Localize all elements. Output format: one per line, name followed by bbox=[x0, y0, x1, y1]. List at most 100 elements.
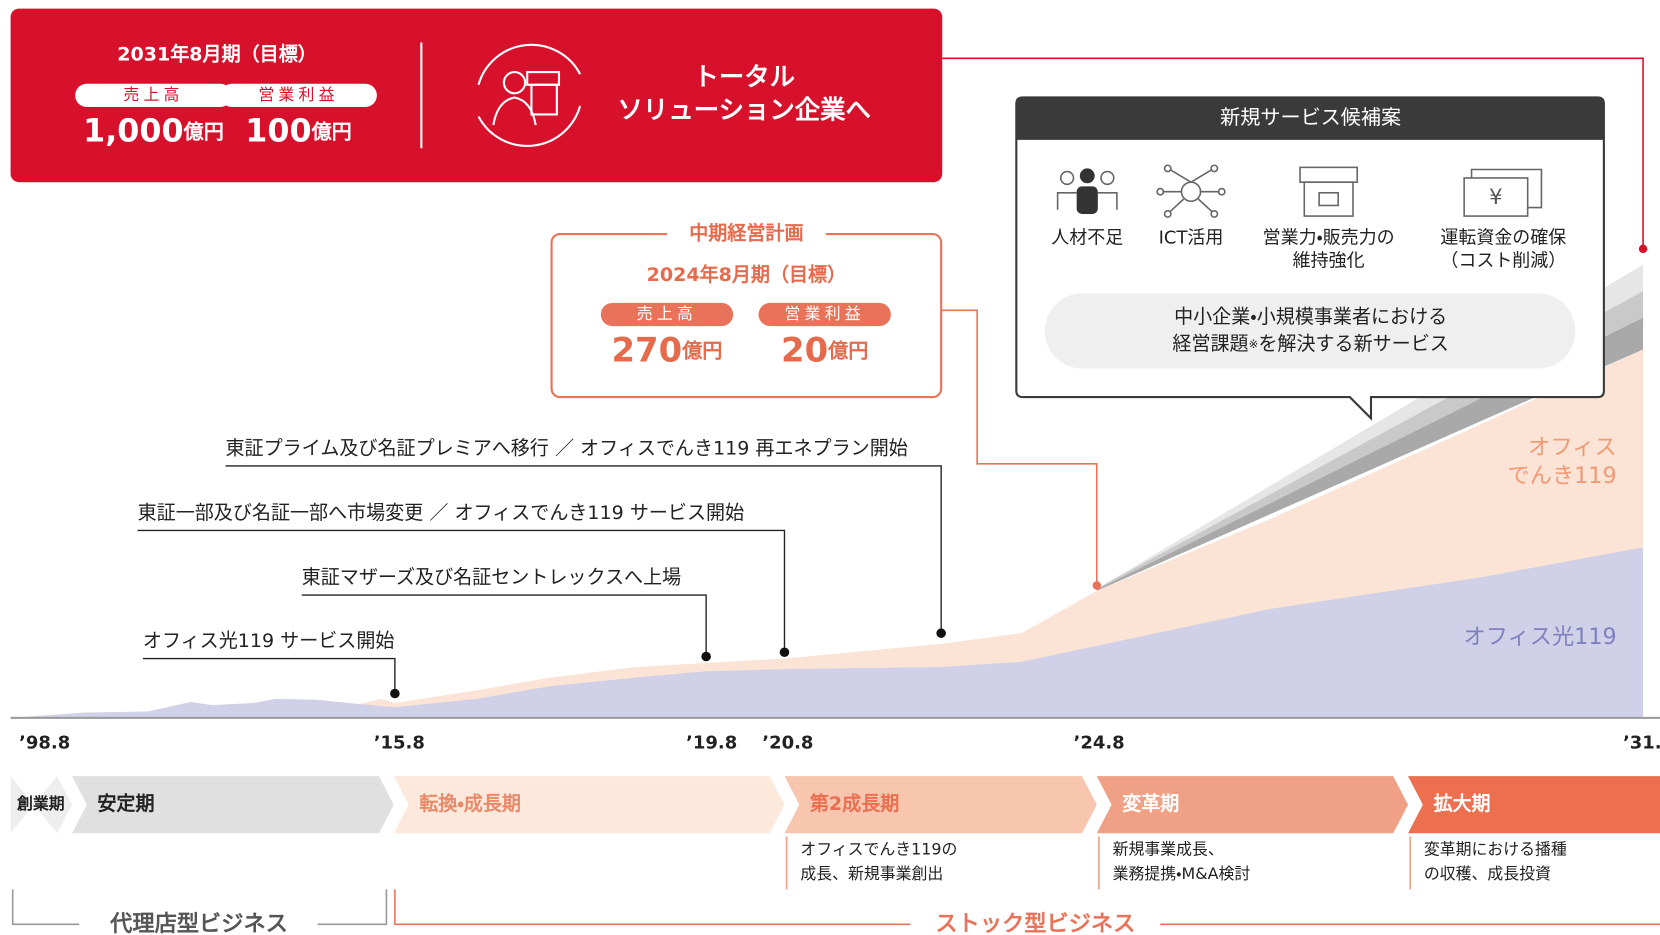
hikari-area bbox=[10, 547, 1644, 718]
phase-chevron bbox=[1408, 776, 1660, 834]
phase-name: 創業期 bbox=[16, 794, 65, 813]
milestone-dot bbox=[701, 651, 711, 662]
new-services-box: 新規サービス候補案 ¥ 中小企業・小規模事業者における 経営課題※を解決する新サ… bbox=[1015, 96, 1605, 421]
figure-value: 100億円 bbox=[245, 113, 352, 149]
figure-unit: 億円 bbox=[183, 119, 224, 143]
connector bbox=[941, 309, 1098, 586]
summary-pill bbox=[1044, 293, 1576, 369]
goal-box: 2031年8月期（目標） トータル ソリューション企業へ bbox=[10, 8, 943, 183]
bracket-gap bbox=[910, 910, 1161, 935]
phase-desc: 変革期における播種 bbox=[1424, 840, 1567, 859]
milestone-leader bbox=[225, 465, 942, 634]
label-pill bbox=[220, 83, 377, 108]
bracket bbox=[394, 889, 1660, 926]
figure-unit: 億円 bbox=[827, 338, 868, 362]
axis-label: ’98.8 bbox=[19, 732, 70, 753]
svg-text:¥: ¥ bbox=[1489, 184, 1502, 209]
series-label: オフィス bbox=[1528, 434, 1616, 460]
figure-label: 営業利益 bbox=[784, 304, 864, 323]
figure-unit: 億円 bbox=[681, 338, 722, 362]
phase-name: 第2成長期 bbox=[810, 792, 899, 815]
mid-plan-title-bg bbox=[666, 222, 826, 246]
figure-number: 20 bbox=[781, 330, 828, 369]
phase-chevron bbox=[393, 776, 785, 834]
mid-plan-period: 2024年8月期（目標） bbox=[647, 263, 847, 286]
phase-name: 転換・成長期 bbox=[419, 792, 521, 815]
phase-desc: オフィスでんき119の bbox=[800, 840, 957, 859]
axis-label: ’31.8 bbox=[1623, 732, 1660, 753]
phase-chevron bbox=[1096, 776, 1409, 834]
series-label: でんき119 bbox=[1508, 463, 1617, 489]
summary-line: 中小企業・小規模事業者における bbox=[1174, 306, 1447, 328]
goal-icon bbox=[477, 43, 582, 147]
figure-number: 270 bbox=[612, 330, 683, 369]
business-type: 代理店型ビジネス bbox=[109, 911, 288, 935]
milestone-dot bbox=[390, 688, 400, 699]
vision-line: ソリューション企業へ bbox=[618, 94, 871, 124]
connectors bbox=[941, 57, 1648, 590]
milestone-dot bbox=[779, 647, 790, 658]
service-label: ICT活用 bbox=[1159, 227, 1224, 248]
figure-label: 売上高 bbox=[637, 304, 697, 323]
milestone-label: 東証マザーズ及び名証セントレックスへ上場 bbox=[302, 567, 681, 589]
milestone-leader bbox=[301, 594, 707, 657]
new-services-title: 新規サービス候補案 bbox=[1220, 105, 1401, 129]
milestone-label: 東証一部及び名証一部へ市場変更 ／ オフィスでんき119 サービス開始 bbox=[138, 502, 744, 524]
figure-unit: 億円 bbox=[311, 119, 352, 143]
phase-name: 安定期 bbox=[97, 793, 154, 815]
axis-label: ’19.8 bbox=[686, 732, 737, 753]
phase-chevron bbox=[10, 776, 72, 834]
goal-period: 2031年8月期（目標） bbox=[117, 43, 317, 66]
phase-desc: 成長、新規事業創出 bbox=[800, 864, 943, 883]
service-label: 営業力・販売力の bbox=[1263, 227, 1395, 248]
figure-number: 100 bbox=[245, 113, 311, 149]
goal-bg bbox=[10, 8, 943, 183]
figure-value: 20億円 bbox=[781, 330, 868, 369]
series-label: オフィス光119 bbox=[1464, 624, 1617, 650]
new-services-header bbox=[1016, 97, 1604, 140]
milestone-leader bbox=[137, 529, 786, 653]
label-pill bbox=[600, 302, 734, 327]
mid-plan-title: 中期経営計画 bbox=[689, 222, 803, 245]
figure-number: 1,000 bbox=[83, 113, 183, 149]
milestone-leader bbox=[142, 657, 396, 694]
figure-value: 1,000億円 bbox=[83, 113, 224, 149]
label-pill bbox=[75, 83, 232, 108]
figure-value: 270億円 bbox=[612, 330, 723, 369]
milestone-label: 東証プライム及び名証プレミアへ移行 ／ オフィスでんき119 再エネプラン開始 bbox=[225, 437, 907, 459]
service-label: 人材不足 bbox=[1051, 227, 1123, 248]
phase-chevron bbox=[784, 776, 1097, 834]
bracket-gap bbox=[79, 910, 318, 935]
phase-desc: 業務提携・M&A検討 bbox=[1113, 864, 1251, 883]
summary-part: を解決する新サービス bbox=[1258, 333, 1448, 355]
business-type: ストック型ビジネス bbox=[935, 911, 1135, 935]
phase-desc: 新規事業成長、 bbox=[1113, 840, 1224, 859]
phase-desc: の収穫、成長投資 bbox=[1424, 864, 1551, 883]
milestone-label: オフィス光119 サービス開始 bbox=[143, 630, 395, 652]
label-pill bbox=[758, 302, 891, 327]
service-label: 運転資金の確保 bbox=[1440, 227, 1566, 248]
service-icons: ¥ bbox=[1056, 164, 1543, 218]
figure-label: 売上高 bbox=[123, 85, 183, 104]
phase-name: 変革期 bbox=[1122, 792, 1179, 815]
mid-plan-box: 中期経営計画 2024年8月期（目標） bbox=[550, 222, 943, 399]
summary-note: ※ bbox=[1249, 337, 1259, 351]
service-label: 維持強化 bbox=[1293, 251, 1365, 272]
phase-name: 拡大期 bbox=[1433, 792, 1490, 815]
business-types: 代理店型ビジネス ストック型ビジネス bbox=[11, 889, 1660, 935]
figure-label: 営業利益 bbox=[258, 85, 338, 104]
axis-label: ’24.8 bbox=[1073, 732, 1124, 753]
milestone-dot bbox=[936, 628, 946, 638]
connector bbox=[942, 57, 1644, 249]
summary-line: 経営課題※を解決する新サービス bbox=[1172, 333, 1448, 355]
service-label: （コスト削減） bbox=[1440, 251, 1566, 272]
vision-line: トータル bbox=[693, 61, 795, 91]
connector-dot bbox=[1638, 244, 1648, 254]
phase-chevron bbox=[71, 776, 394, 834]
axis-label: ’15.8 bbox=[374, 732, 425, 753]
connector-dot bbox=[1092, 581, 1102, 590]
axis-label: ’20.8 bbox=[762, 732, 813, 753]
summary-part: 経営課題 bbox=[1172, 333, 1248, 355]
